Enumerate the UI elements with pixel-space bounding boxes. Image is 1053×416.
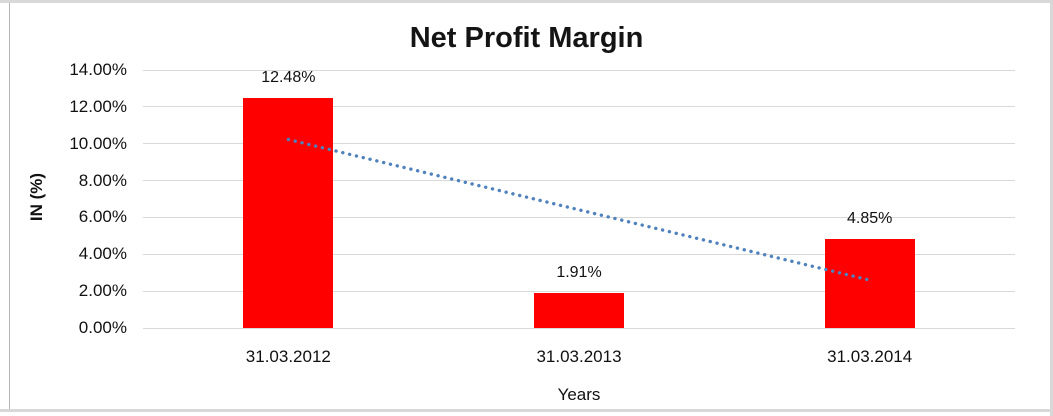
bar-value-label: 1.91% bbox=[556, 263, 602, 281]
gridline bbox=[143, 106, 1015, 108]
y-tick-label: 14.00% bbox=[69, 60, 127, 79]
bar-value-label: 12.48% bbox=[261, 69, 316, 86]
x-tick-label: 31.03.2012 bbox=[245, 347, 331, 366]
y-tick-label: 6.00% bbox=[78, 207, 127, 227]
trendline bbox=[286, 137, 872, 282]
y-axis-title: IN (%) bbox=[27, 172, 46, 222]
x-tick-label: 31.03.2013 bbox=[536, 347, 622, 366]
bar-31.03.2013 bbox=[534, 292, 624, 328]
bar-31.03.2014 bbox=[824, 238, 915, 328]
x-axis-title: Years bbox=[557, 385, 601, 404]
bar-value-label: 4.85% bbox=[846, 209, 893, 227]
gridline bbox=[143, 290, 1015, 292]
y-tick-label: 8.00% bbox=[78, 170, 127, 190]
gridline bbox=[143, 69, 1015, 71]
chart-frame-bottom bbox=[0, 409, 1053, 412]
chart-frame-left bbox=[9, 3, 10, 409]
y-tick-label: 0.00% bbox=[78, 318, 127, 337]
gridline bbox=[143, 327, 1015, 329]
y-tick-label: 12.00% bbox=[69, 96, 127, 116]
bar-31.03.2012 bbox=[243, 98, 334, 328]
y-tick-label: 2.00% bbox=[78, 281, 127, 301]
chart-frame-right bbox=[1050, 0, 1053, 416]
chart-title: Net Profit Margin bbox=[409, 22, 644, 54]
y-tick-label: 4.00% bbox=[78, 244, 127, 264]
x-tick-label: 31.03.2014 bbox=[827, 347, 913, 366]
y-tick-label: 10.00% bbox=[69, 133, 127, 153]
chart-frame-top bbox=[0, 0, 1053, 3]
